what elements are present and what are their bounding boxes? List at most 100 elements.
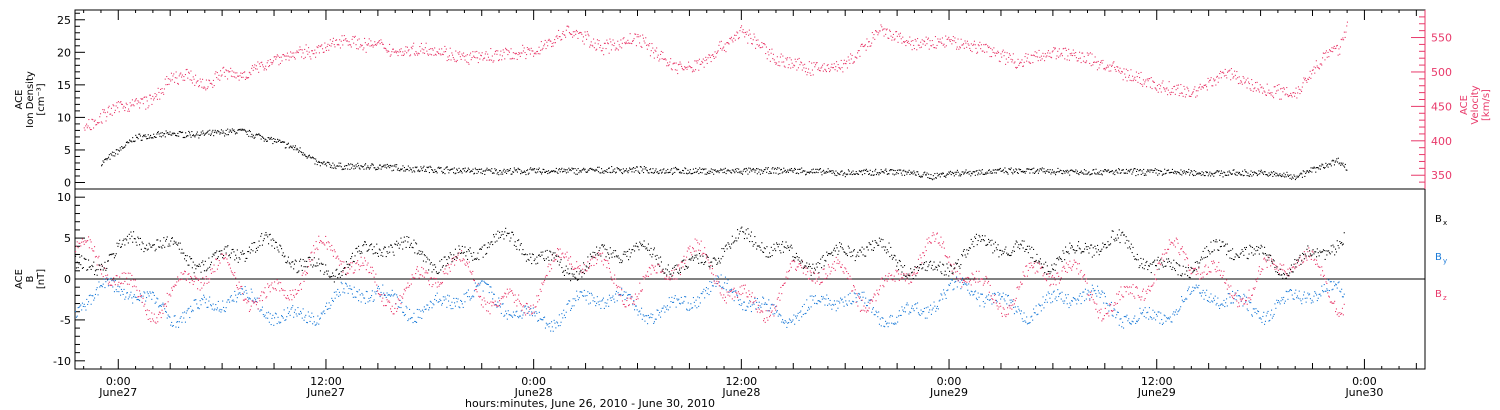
velocity-point <box>1244 81 1246 83</box>
By-point <box>862 296 864 298</box>
By-point <box>190 305 192 307</box>
velocity-point <box>724 43 726 45</box>
density-point <box>407 168 409 170</box>
velocity-point <box>1339 53 1341 55</box>
velocity-point <box>124 107 126 109</box>
By-point <box>1293 298 1295 300</box>
density-point <box>594 170 596 172</box>
velocity-point <box>883 35 885 37</box>
density-point <box>1206 171 1208 173</box>
density-point <box>129 140 131 142</box>
density-point <box>1105 170 1107 172</box>
density-point <box>1234 173 1236 175</box>
density-point <box>674 171 676 173</box>
By-point <box>214 308 216 310</box>
By-point <box>364 297 366 299</box>
density-point <box>379 164 381 166</box>
velocity-point <box>1072 49 1074 51</box>
By-point <box>1306 297 1308 299</box>
density-point <box>935 177 937 179</box>
By-point <box>838 300 840 302</box>
By-point <box>895 323 897 325</box>
density-point <box>795 172 797 174</box>
By-point <box>323 310 325 312</box>
By-point <box>925 307 927 309</box>
velocity-point <box>909 36 911 38</box>
density-point <box>1102 170 1104 172</box>
velocity-point <box>500 50 502 52</box>
velocity-point <box>592 45 594 47</box>
velocity-point <box>1053 47 1055 49</box>
By-point <box>647 323 649 325</box>
By-point <box>158 305 160 307</box>
velocity-point <box>88 119 90 121</box>
density-point <box>1041 167 1043 169</box>
By-point <box>834 303 836 305</box>
velocity-point <box>292 55 294 57</box>
series-density <box>101 128 1348 181</box>
velocity-point <box>1061 52 1063 54</box>
velocity-point <box>868 41 870 43</box>
density-point <box>375 168 377 170</box>
velocity-point <box>998 60 1000 62</box>
By-point <box>613 298 615 300</box>
By-point <box>110 277 112 279</box>
velocity-point <box>254 64 256 66</box>
By-point <box>1086 293 1088 295</box>
velocity-point <box>1142 79 1144 81</box>
velocity-point <box>302 52 304 54</box>
density-point <box>1269 174 1271 176</box>
b-tick-label: 5 <box>64 232 71 245</box>
velocity-point <box>298 49 300 51</box>
velocity-point <box>340 40 342 42</box>
density-point <box>546 170 548 172</box>
By-point <box>454 302 456 304</box>
By-point <box>943 289 945 291</box>
velocity-point <box>1005 58 1007 60</box>
velocity-point <box>486 59 488 61</box>
velocity-point <box>973 43 975 45</box>
density-point <box>770 172 772 174</box>
velocity-point <box>647 44 649 46</box>
velocity-point <box>922 43 924 45</box>
velocity-point <box>586 38 588 40</box>
density-point <box>345 165 347 167</box>
density-point <box>983 173 985 175</box>
density-point <box>333 164 335 166</box>
By-point <box>305 314 307 316</box>
velocity-point <box>723 49 725 51</box>
density-point <box>880 169 882 171</box>
density-point <box>1101 174 1103 176</box>
density-point <box>945 176 947 178</box>
density-point <box>270 136 272 138</box>
By-point <box>1164 315 1166 317</box>
By-point <box>1246 308 1248 310</box>
velocity-point <box>1132 80 1134 82</box>
By-point <box>238 292 240 294</box>
By-point <box>433 304 435 306</box>
velocity-point <box>752 39 754 41</box>
density-point <box>1156 169 1158 171</box>
velocity-point <box>98 122 100 124</box>
density-point <box>950 174 952 176</box>
velocity-point <box>1182 95 1184 97</box>
density-point <box>104 158 106 160</box>
density-point <box>111 154 113 156</box>
velocity-point <box>768 54 770 56</box>
density-point <box>525 174 527 176</box>
By-point <box>113 280 115 282</box>
velocity-point <box>1301 90 1303 92</box>
By-point <box>1309 298 1311 300</box>
Bz-point <box>164 303 166 305</box>
density-point <box>747 173 749 175</box>
By-point <box>189 317 191 319</box>
By-point <box>905 304 907 306</box>
By-point <box>79 305 81 307</box>
By-point <box>829 299 831 301</box>
By-point <box>1237 290 1239 292</box>
velocity-point <box>441 48 443 50</box>
By-point <box>565 311 567 313</box>
By-point <box>275 313 277 315</box>
By-point <box>682 302 684 304</box>
density-point <box>1217 170 1219 172</box>
